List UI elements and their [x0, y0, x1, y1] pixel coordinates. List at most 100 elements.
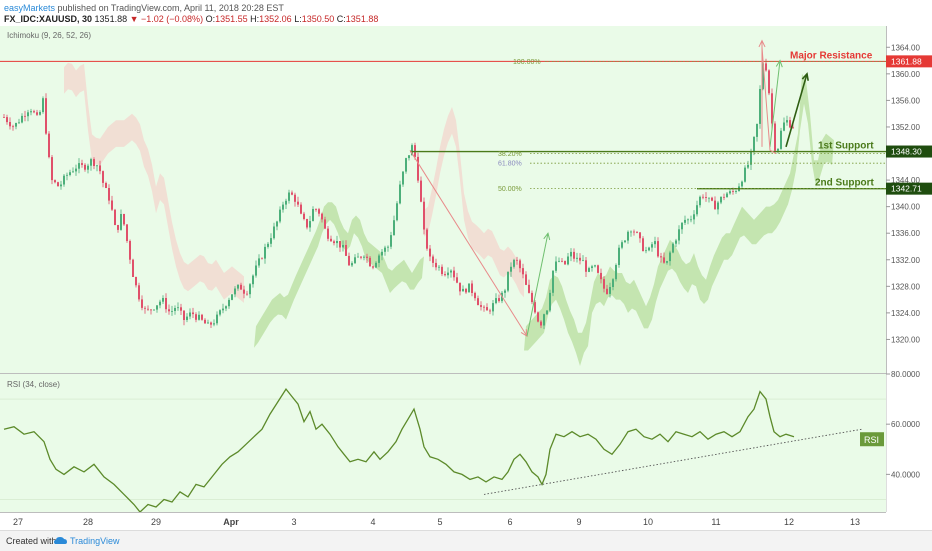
candle-up: [741, 182, 743, 187]
candle-up: [669, 253, 671, 262]
candle-down: [441, 267, 443, 274]
candle-down: [636, 232, 638, 233]
candle-down: [606, 289, 608, 294]
candle-up: [450, 271, 452, 273]
candle-down: [102, 171, 104, 183]
candle-down: [24, 116, 26, 117]
candle-up: [507, 272, 509, 291]
time-tick-label: 10: [643, 517, 653, 527]
candle-up: [399, 185, 401, 204]
candle-down: [471, 284, 473, 294]
candle-down: [453, 271, 455, 278]
rsi-pane[interactable]: RSI (34, close): [0, 374, 886, 512]
candle-down: [300, 205, 302, 214]
candle-down: [51, 157, 53, 180]
candle-up: [645, 250, 647, 251]
candle-down: [459, 283, 461, 292]
candle-up: [87, 166, 89, 170]
candle-down: [429, 249, 431, 257]
candle-up: [198, 315, 200, 320]
candle-down: [132, 260, 134, 277]
candle-up: [285, 201, 287, 205]
rsi-tick-label: 80.0000: [891, 370, 920, 379]
candle-down: [585, 260, 587, 272]
candle-up: [90, 159, 92, 166]
candle-up: [621, 242, 623, 248]
candle-up: [654, 241, 656, 244]
candle-down: [537, 312, 539, 321]
candle-up: [249, 284, 251, 294]
candle-up: [735, 191, 737, 192]
candle-up: [237, 285, 239, 289]
time-tick-label: 4: [370, 517, 375, 527]
candle-up: [648, 248, 650, 251]
candle-up: [234, 289, 236, 295]
candle-down: [246, 294, 248, 295]
candle-down: [711, 198, 713, 201]
candle-down: [474, 293, 476, 298]
time-tick-label: 11: [711, 517, 720, 527]
candle-down: [210, 323, 212, 325]
time-tick-label: 12: [784, 517, 794, 527]
candle-down: [723, 197, 725, 198]
candle-down: [126, 224, 128, 241]
candle-up: [786, 120, 788, 122]
candle-up: [630, 232, 632, 233]
candle-up: [624, 241, 626, 243]
candle-down: [540, 322, 542, 326]
candle-up: [258, 258, 260, 265]
price-tick-label: 1352.00: [891, 123, 920, 132]
candle-up: [174, 308, 176, 311]
candle-down: [339, 241, 341, 248]
candle-up: [60, 185, 62, 187]
candle-up: [39, 112, 41, 115]
time-tick-label: 29: [151, 517, 161, 527]
candle-down: [6, 117, 8, 122]
candle-down: [768, 70, 770, 93]
candle-up: [78, 163, 80, 169]
candle-up: [504, 291, 506, 293]
candle-up: [726, 194, 728, 198]
fib-level-label: 61.80%: [498, 161, 522, 168]
candle-up: [438, 267, 440, 268]
candle-down: [771, 93, 773, 123]
candle-up: [609, 287, 611, 294]
candle-down: [48, 134, 50, 158]
candle-down: [579, 258, 581, 261]
candle-up: [66, 175, 68, 176]
candle-up: [189, 313, 191, 317]
candle-down: [702, 197, 704, 198]
candle-up: [552, 271, 554, 293]
rsi-badge-label: RSI: [864, 435, 879, 445]
candle-up: [177, 307, 179, 308]
candle-up: [63, 176, 65, 185]
time-tick-label: 6: [507, 517, 512, 527]
candle-down: [168, 309, 170, 311]
candle-down: [201, 315, 203, 320]
candle-down: [108, 188, 110, 201]
candle-down: [204, 320, 206, 324]
price-tag-label: 1361.88: [891, 56, 922, 66]
candle-down: [12, 126, 14, 127]
candle-down: [714, 201, 716, 210]
candle-down: [600, 273, 602, 279]
candle-down: [141, 299, 143, 308]
candle-up: [225, 306, 227, 308]
publisher-link[interactable]: easyMarkets: [4, 3, 55, 13]
ohlc-o-label: O:: [206, 14, 216, 24]
tradingview-brand[interactable]: TradingView: [70, 536, 120, 546]
candle-up: [213, 323, 215, 324]
candle-up: [651, 244, 653, 247]
candle-up: [282, 205, 284, 210]
candle-down: [333, 241, 335, 243]
candle-down: [573, 252, 575, 259]
candle-up: [279, 210, 281, 222]
candle-up: [378, 256, 380, 263]
ohlc-h-label: H:: [250, 14, 259, 24]
candle-down: [477, 298, 479, 305]
candle-down: [144, 308, 146, 309]
candle-down: [519, 260, 521, 268]
